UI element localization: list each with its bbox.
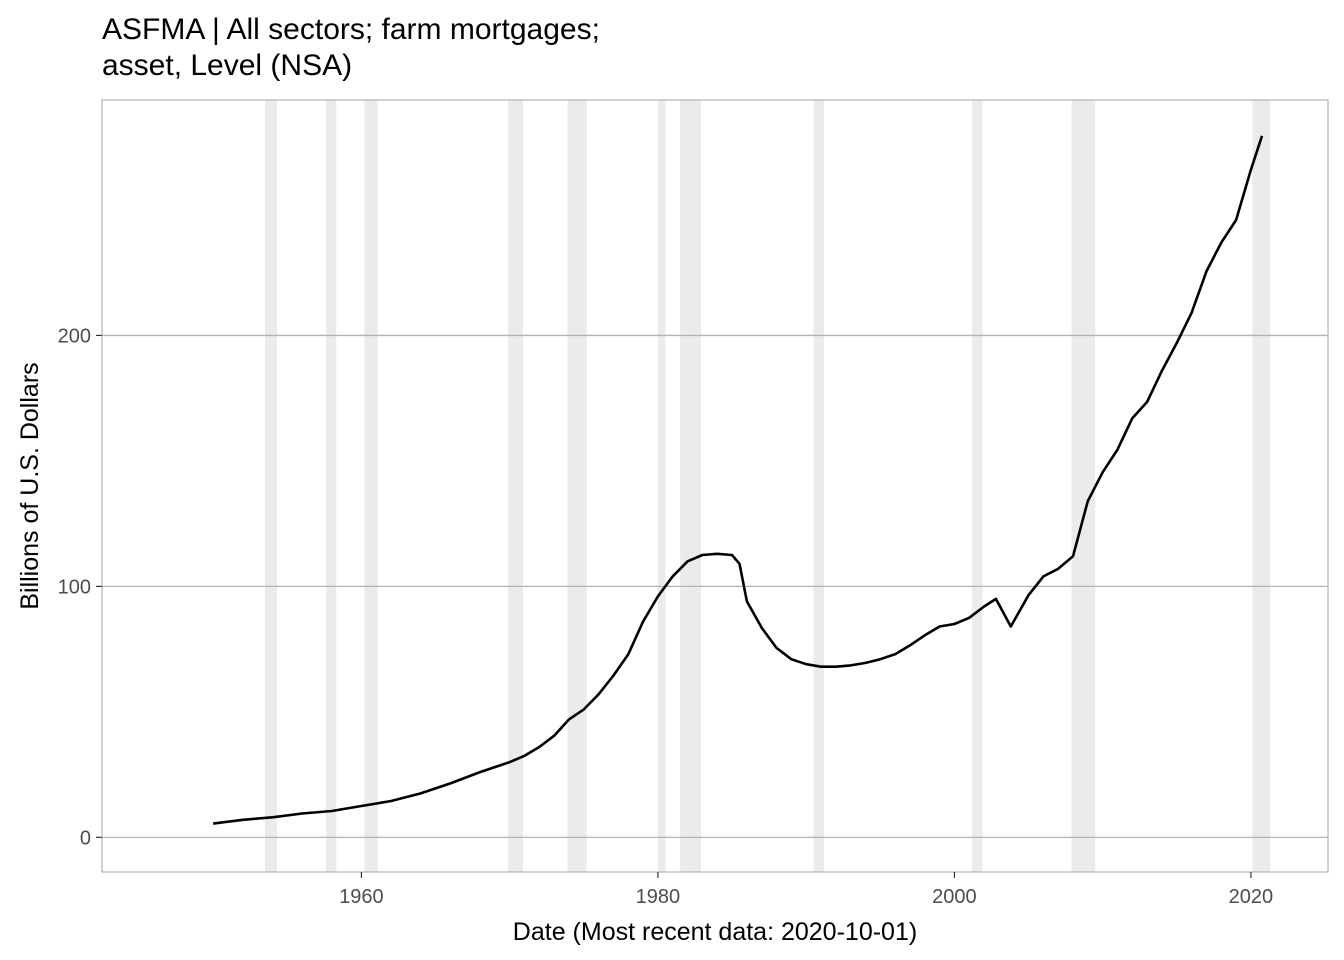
recession-shading	[265, 100, 1271, 872]
recession-band-8	[972, 100, 983, 872]
recession-band-0	[265, 100, 277, 872]
recession-band-6	[680, 100, 701, 872]
chart-title: ASFMA | All sectors; farm mortgages; ass…	[102, 12, 600, 84]
y-axis-ticks: 0 100 200	[58, 325, 102, 849]
series-line	[213, 135, 1264, 825]
recession-band-2	[364, 100, 378, 872]
chart-title-line-2: asset, Level (NSA)	[102, 49, 353, 82]
y-gridlines	[102, 334, 1328, 839]
y-tick-label-2: 200	[58, 325, 91, 347]
recession-band-3	[508, 100, 524, 872]
recession-band-4	[567, 100, 587, 872]
recession-band-7	[813, 100, 824, 872]
x-tick-label-2: 2000	[932, 886, 977, 908]
y-tick-label-0: 0	[80, 827, 91, 849]
recession-band-9	[1071, 100, 1096, 872]
x-tick-label-3: 2020	[1229, 886, 1274, 908]
recession-band-10	[1252, 100, 1271, 872]
recession-band-5	[657, 100, 666, 872]
y-axis-title: Billions of U.S. Dollars	[16, 362, 44, 609]
series-layer	[213, 135, 1264, 825]
panel-border	[101, 99, 1329, 873]
x-axis-ticks: 1960 1980 2000 2020	[339, 872, 1273, 908]
recession-band-1	[325, 100, 337, 872]
x-axis-title: Date (Most recent data: 2020-10-01)	[513, 918, 917, 946]
chart-title-line-1: ASFMA | All sectors; farm mortgages;	[102, 13, 600, 46]
x-tick-label-1: 1980	[636, 886, 681, 908]
y-tick-label-1: 100	[58, 576, 91, 598]
x-tick-label-0: 1960	[339, 886, 384, 908]
